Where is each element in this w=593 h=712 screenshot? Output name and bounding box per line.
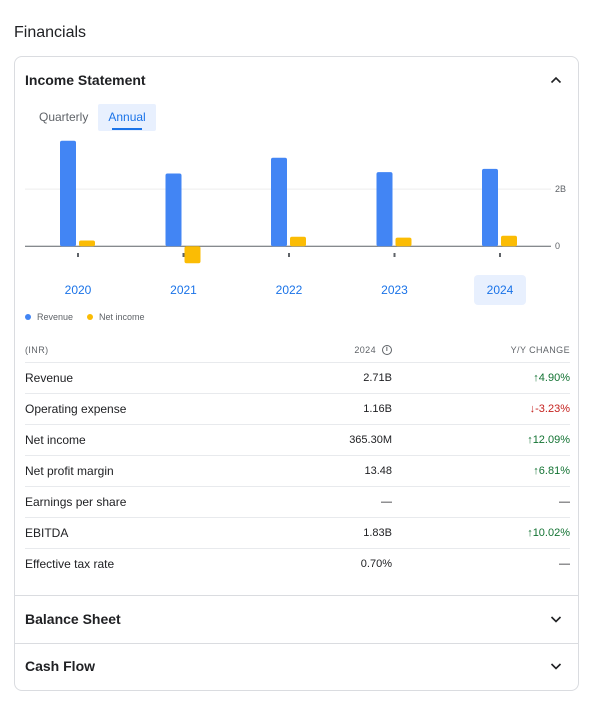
- row-change-value: 12.09%: [532, 434, 570, 446]
- row-change-value: -3.23%: [535, 403, 570, 415]
- row-value: 0.70%: [360, 558, 392, 570]
- net-income-bar[interactable]: [184, 246, 201, 264]
- y-tick-label: 0: [555, 241, 560, 251]
- row-change: —: [559, 496, 570, 508]
- income-table: (INR) 2024 i Y/Y CHANGE Revenue 2.71B ↑4.9…: [25, 341, 570, 580]
- table-row: EBITDA 1.83B ↑10.02%: [25, 518, 570, 549]
- arrow-up-icon: ↑: [527, 434, 533, 446]
- row-value: 2.71B: [363, 372, 392, 384]
- row-label: Operating expense: [25, 402, 127, 416]
- header-year-label: 2024: [354, 345, 376, 355]
- row-change: ↑6.81%: [533, 465, 570, 477]
- row-value: 365.30M: [349, 434, 392, 446]
- table-body: Revenue 2.71B ↑4.90% Operating expense 1.16B…: [25, 363, 570, 580]
- cash-flow-title: Cash Flow: [25, 658, 96, 674]
- income-chart-svg: 0 2B: [25, 140, 566, 264]
- row-value: 1.16B: [363, 403, 392, 415]
- year-label[interactable]: 2024: [474, 275, 526, 305]
- tab-annual-label: Annual: [108, 110, 146, 124]
- row-change-value: 4.90%: [538, 372, 570, 384]
- tab-quarterly[interactable]: Quarterly: [39, 110, 89, 124]
- section-divider: [15, 595, 578, 596]
- balance-sheet-title: Balance Sheet: [25, 611, 121, 627]
- net-income-bar[interactable]: [79, 240, 95, 247]
- arrow-up-icon: ↑: [533, 465, 539, 477]
- legend-revenue: Revenue: [25, 312, 73, 322]
- row-change-value: —: [559, 496, 570, 508]
- year-label[interactable]: 2023: [381, 283, 408, 297]
- balance-sheet-header[interactable]: Balance Sheet: [15, 596, 578, 642]
- net-income-bar[interactable]: [395, 237, 412, 247]
- x-tick-mark: [288, 253, 290, 257]
- row-value: —: [381, 496, 392, 508]
- row-change: ↑10.02%: [527, 527, 570, 539]
- row-value: 13.48: [364, 465, 392, 477]
- table-row: Effective tax rate 0.70% —: [25, 549, 570, 580]
- x-tick-mark: [393, 253, 396, 257]
- legend-net-income-dot: [87, 314, 94, 320]
- table-row: Net income 365.30M ↑12.09%: [25, 425, 570, 456]
- row-label: Revenue: [25, 371, 74, 385]
- header-year: 2024 i: [354, 345, 392, 355]
- income-statement-header[interactable]: Income Statement: [15, 57, 578, 103]
- info-icon[interactable]: i: [382, 345, 392, 355]
- tab-annual[interactable]: Annual: [98, 104, 156, 131]
- x-tick-mark: [182, 253, 185, 257]
- revenue-bar[interactable]: [60, 140, 76, 247]
- table-row: Revenue 2.71B ↑4.90%: [25, 363, 570, 394]
- year-label[interactable]: 2021: [170, 283, 197, 297]
- row-change-value: 6.81%: [538, 465, 570, 477]
- revenue-bar[interactable]: [271, 157, 287, 247]
- year-label[interactable]: 2022: [275, 283, 303, 297]
- row-label: Earnings per share: [25, 495, 127, 509]
- row-label: Net income: [25, 433, 86, 447]
- y-tick-label: 2B: [555, 184, 566, 194]
- row-change: ↑4.90%: [533, 372, 570, 384]
- income-chart: 0 2B: [15, 127, 580, 307]
- row-change: ↓-3.23%: [530, 403, 570, 415]
- row-label: EBITDA: [25, 526, 69, 540]
- arrow-up-icon: ↑: [533, 372, 539, 384]
- legend-revenue-dot: [25, 314, 31, 320]
- legend-net-income-label: Net income: [99, 312, 145, 322]
- row-change: —: [559, 558, 570, 570]
- net-income-bar[interactable]: [290, 236, 306, 247]
- period-tabs: Quarterly Annual: [29, 104, 156, 131]
- section-divider: [15, 643, 578, 644]
- income-statement-title: Income Statement: [25, 72, 146, 88]
- row-label: Effective tax rate: [25, 557, 115, 571]
- row-label: Net profit margin: [25, 464, 114, 478]
- arrow-down-icon: ↓: [529, 403, 536, 415]
- row-value: 1.83B: [363, 527, 392, 539]
- table-row: Net profit margin 13.48 ↑6.81%: [25, 456, 570, 487]
- chevron-down-icon[interactable]: [548, 611, 564, 627]
- row-change-value: 10.02%: [532, 527, 570, 539]
- page-title: Financials: [14, 24, 87, 41]
- revenue-bar[interactable]: [165, 173, 182, 247]
- financials-card: Income Statement Quarterly Annual 0 2B 20…: [14, 56, 579, 691]
- year-label[interactable]: 2020: [64, 283, 92, 297]
- legend-revenue-label: Revenue: [37, 312, 74, 322]
- x-tick-mark: [77, 253, 79, 257]
- table-header: (INR) 2024 i Y/Y CHANGE: [25, 341, 570, 363]
- row-change: ↑12.09%: [527, 434, 570, 446]
- header-currency: (INR): [25, 345, 49, 355]
- tab-active-underline: [112, 128, 142, 130]
- chevron-up-icon[interactable]: [548, 72, 564, 88]
- chevron-down-icon[interactable]: [548, 658, 564, 674]
- revenue-bar[interactable]: [482, 168, 498, 247]
- revenue-bar[interactable]: [376, 172, 393, 247]
- arrow-up-icon: ↑: [527, 527, 533, 539]
- year-labels: 2020 2021 2022 2023 2024: [15, 275, 580, 307]
- header-change: Y/Y CHANGE: [510, 345, 570, 355]
- legend-net-income: Net income: [87, 312, 145, 322]
- cash-flow-header[interactable]: Cash Flow: [15, 643, 578, 689]
- row-change-value: —: [559, 558, 570, 570]
- net-income-bar[interactable]: [501, 235, 517, 247]
- chart-legend: Revenue Net income: [25, 312, 159, 322]
- table-row: Operating expense 1.16B ↓-3.23%: [25, 394, 570, 425]
- table-row: Earnings per share — —: [25, 487, 570, 518]
- x-tick-mark: [499, 253, 501, 257]
